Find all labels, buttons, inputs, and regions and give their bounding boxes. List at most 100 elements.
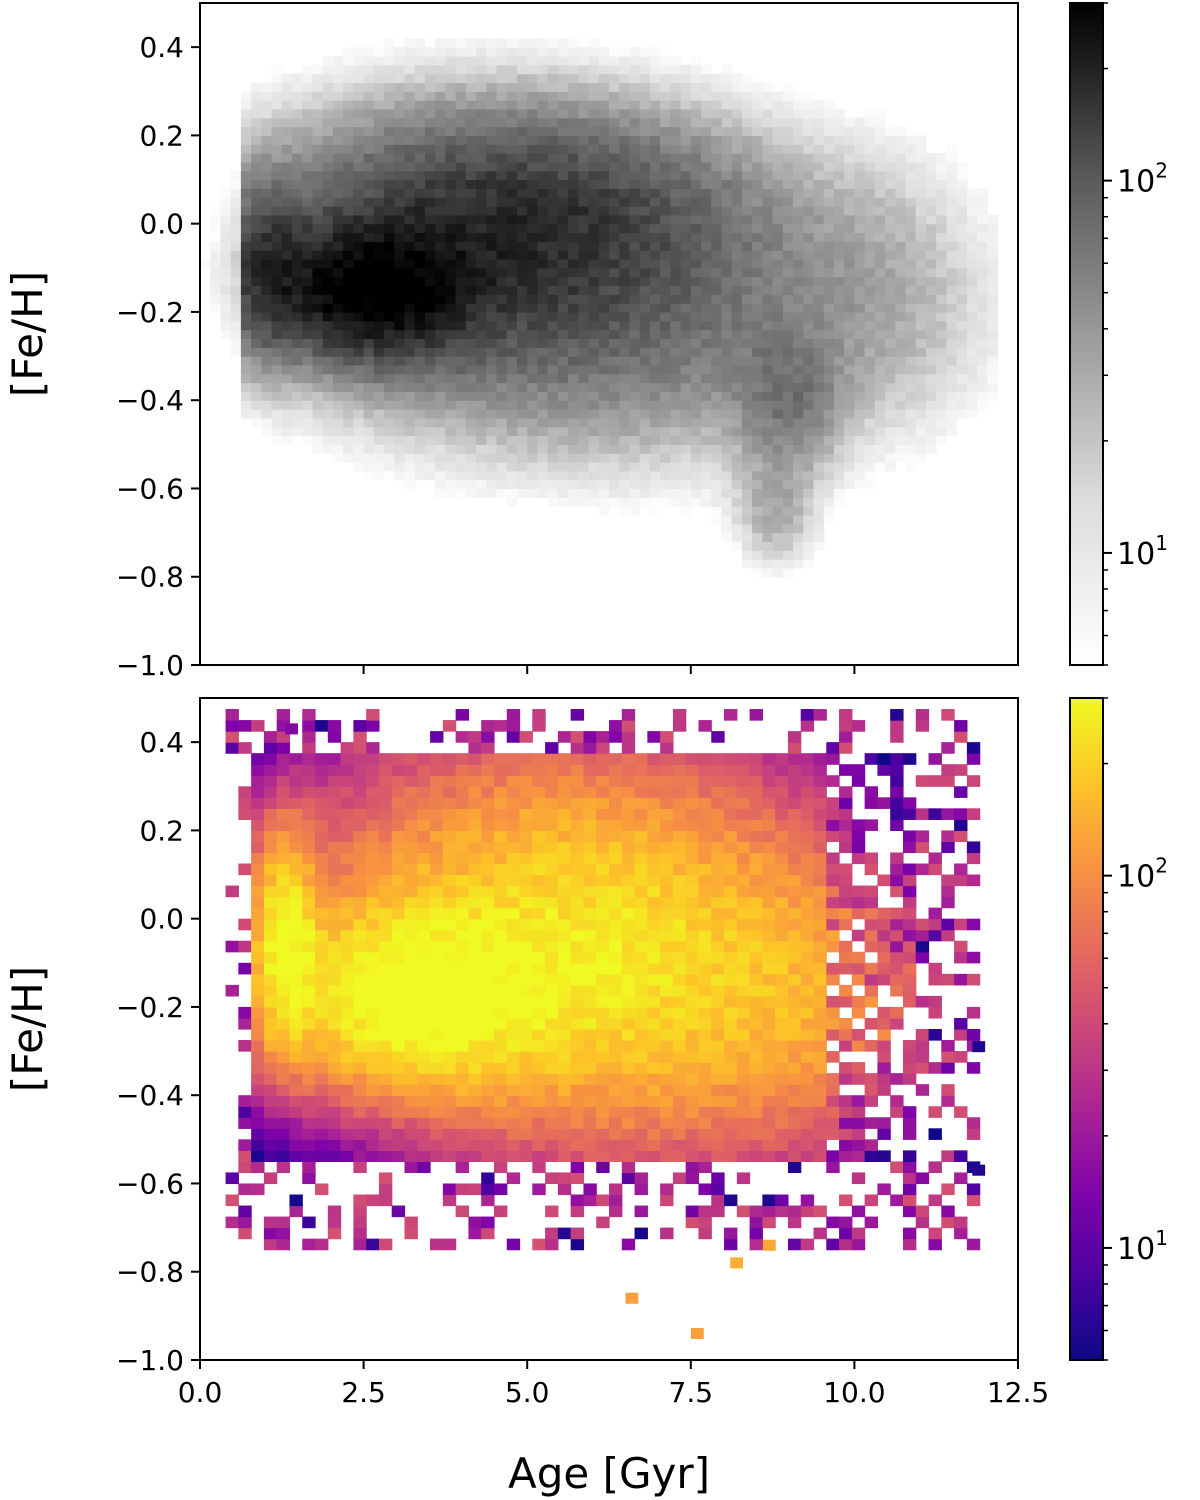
heatmap-cell — [762, 258, 774, 269]
heatmap-cell — [741, 144, 753, 154]
heatmap-cell — [493, 1139, 508, 1151]
heatmap-cell — [619, 461, 631, 472]
heatmap-cell — [639, 479, 651, 490]
heatmap-cell — [537, 170, 549, 181]
heatmap-cell — [621, 1238, 636, 1251]
heatmap-cell — [854, 373, 866, 384]
heatmap-cell — [302, 1006, 316, 1019]
heatmap-cell — [476, 117, 487, 128]
heatmap-cell — [271, 294, 283, 304]
heatmap-cell — [343, 338, 354, 348]
heatmap-cell — [527, 373, 539, 384]
heatmap-cell — [519, 929, 533, 942]
heatmap-cell — [315, 1062, 329, 1074]
heatmap-cell — [583, 1084, 597, 1096]
heatmap-cell — [384, 38, 395, 48]
heatmap-cell — [905, 144, 917, 154]
heatmap-cell — [391, 1106, 406, 1118]
heatmap-cell — [404, 294, 416, 304]
heatmap-cell — [619, 338, 631, 348]
heatmap-cell — [813, 356, 825, 366]
heatmap-cell — [895, 170, 907, 181]
heatmap-cell — [803, 347, 815, 357]
heatmap-cell — [240, 144, 252, 154]
heatmap-cell — [793, 232, 804, 242]
heatmap-cell — [435, 250, 446, 260]
heatmap-cell — [289, 830, 303, 843]
heatmap-cell — [281, 153, 293, 163]
heatmap-cell — [322, 179, 334, 189]
heatmap-cell — [481, 1139, 495, 1151]
heatmap-cell — [598, 453, 610, 463]
heatmap-cell — [476, 258, 487, 269]
heatmap-cell — [251, 786, 265, 798]
heatmap-cell — [281, 144, 293, 154]
heatmap-cell — [414, 144, 426, 154]
heatmap-cell — [905, 435, 917, 445]
heatmap-cell — [445, 479, 457, 490]
heatmap-cell — [230, 250, 242, 260]
heatmap-cell — [915, 329, 927, 340]
heatmap-cell — [670, 197, 682, 207]
heatmap-cell — [660, 841, 674, 854]
heatmap-cell — [690, 497, 702, 507]
heatmap-cell — [363, 117, 375, 128]
heatmap-cell — [271, 250, 283, 260]
heatmap-cell — [404, 896, 418, 909]
heatmap-cell — [711, 417, 723, 428]
heatmap-cell — [619, 126, 631, 136]
heatmap-cell — [516, 409, 528, 419]
heatmap-cell — [803, 338, 815, 348]
heatmap-cell — [363, 47, 375, 57]
heatmap-cell — [527, 347, 539, 357]
heatmap-cell — [660, 1183, 674, 1196]
heatmap-cell — [647, 731, 661, 743]
heatmap-cell — [803, 206, 815, 216]
heatmap-cell — [966, 188, 978, 198]
heatmap-cell — [225, 1216, 239, 1229]
heatmap-cell — [414, 82, 426, 92]
heatmap-cell — [404, 276, 416, 287]
heatmap-cell — [476, 91, 487, 101]
heatmap-cell — [813, 285, 825, 295]
heatmap-cell — [915, 188, 927, 198]
heatmap-cell — [455, 400, 467, 410]
heatmap-cell — [281, 373, 293, 384]
heatmap-cell — [366, 786, 380, 798]
heatmap-cell — [670, 400, 682, 410]
heatmap-cell — [353, 382, 365, 392]
heatmap-cell — [649, 400, 661, 410]
heatmap-cell — [276, 1216, 291, 1229]
heatmap-cell — [731, 461, 743, 472]
heatmap-cell — [455, 303, 467, 313]
heatmap-cell — [455, 435, 467, 445]
heatmap-cell — [373, 214, 385, 225]
heatmap-cell — [455, 285, 467, 295]
heatmap-cell — [557, 179, 569, 189]
heatmap-cell — [404, 47, 416, 57]
heatmap-cell — [442, 819, 457, 831]
heatmap-cell — [946, 347, 958, 357]
heatmap-cell — [404, 863, 418, 876]
heatmap-cell — [327, 753, 342, 765]
heatmap-cell — [302, 206, 314, 216]
heatmap-cell — [363, 391, 375, 401]
heatmap-cell — [547, 267, 559, 278]
heatmap-cell — [833, 409, 845, 419]
heatmap-cell — [532, 1084, 546, 1096]
heatmap-cell — [568, 179, 579, 189]
heatmap-cell — [366, 940, 380, 953]
heatmap-cell — [711, 409, 723, 419]
heatmap-cell — [263, 775, 278, 787]
heatmap-cell — [823, 241, 835, 251]
heatmap-cell — [302, 1106, 316, 1118]
heatmap-cell — [251, 1029, 265, 1041]
heatmap-cell — [363, 285, 375, 295]
heatmap-cell — [261, 382, 273, 392]
heatmap-cell — [782, 426, 794, 437]
heatmap-cell — [672, 1062, 687, 1074]
heatmap-cell — [925, 232, 937, 242]
heatmap-cell — [455, 1139, 470, 1151]
heatmap-cell — [731, 206, 743, 216]
heatmap-cell — [609, 338, 620, 348]
